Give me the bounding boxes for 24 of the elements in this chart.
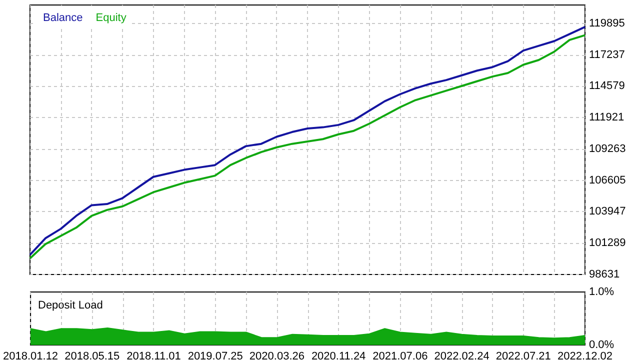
x-tick-label: 2018.11.01: [126, 350, 181, 362]
y-tick-label: 109263: [589, 142, 626, 155]
y-tick-label: 0.0%: [589, 339, 614, 351]
x-tick-label: 2020.03.26: [249, 350, 304, 362]
y-tick-label: 117237: [589, 48, 625, 61]
x-tick-label: 2022.07.21: [496, 350, 551, 362]
x-tick-label: 2022.12.02: [557, 350, 613, 362]
x-tick-label: 2018.05.15: [64, 350, 120, 362]
y-tick-label: 101289: [589, 237, 626, 250]
y-tick-label: 111921: [589, 112, 624, 124]
x-tick-label: 2022.02.24: [434, 350, 490, 362]
y-tick-label: 119895: [589, 17, 625, 30]
text: Deposit Load: [38, 300, 103, 312]
x-tick-label: 2020.11.24: [311, 350, 366, 362]
x-tick-label: 2021.07.06: [372, 350, 428, 362]
y-tick-label: 1.0%: [589, 286, 614, 298]
text: Balance: [43, 12, 83, 24]
y-tick-label: 114579: [589, 80, 625, 92]
y-tick-label: 103947: [589, 206, 626, 218]
x-tick-label: 2018.01.12: [2, 350, 58, 362]
x-tick-label: 2019.07.25: [188, 350, 243, 362]
y-tick-label: 106605: [589, 174, 626, 186]
text: Equity: [96, 12, 127, 24]
y-tick-label: 98631: [589, 268, 620, 280]
